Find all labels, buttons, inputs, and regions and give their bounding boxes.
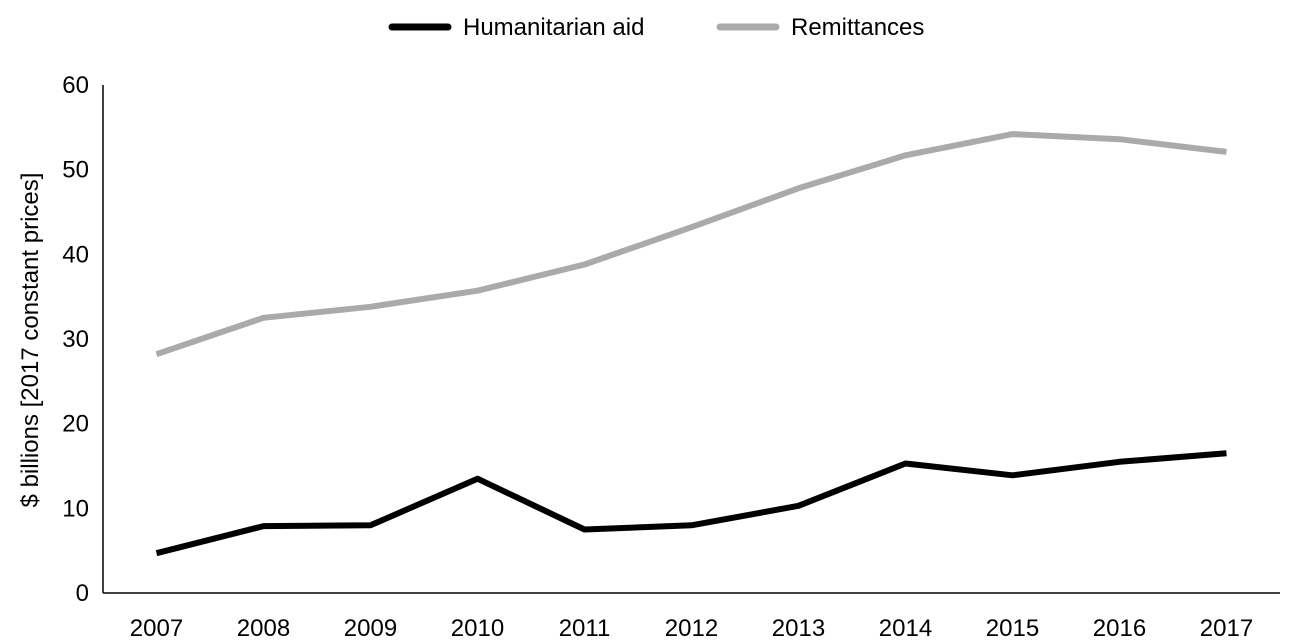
legend-label: Remittances [791, 14, 924, 41]
x-tick-label: 2016 [1093, 615, 1146, 642]
x-tick-label: 2010 [451, 615, 504, 642]
y-tick-label: 50 [62, 157, 89, 184]
y-tick-label: 60 [62, 72, 89, 99]
y-axis-ticks: 0 10 20 30 40 50 60 [62, 72, 89, 607]
series-lines [157, 134, 1227, 553]
series-line-humanitarian-aid [157, 453, 1227, 553]
x-tick-label: 2008 [237, 615, 290, 642]
x-tick-label: 2014 [879, 615, 932, 642]
x-tick-label: 2017 [1200, 615, 1253, 642]
y-tick-label: 20 [62, 411, 89, 438]
x-tick-label: 2009 [344, 615, 397, 642]
y-tick-label: 0 [76, 580, 89, 607]
series-line-remittances [157, 134, 1227, 354]
y-axis-title: $ billions [2017 constant prices] [17, 173, 44, 508]
y-tick-label: 30 [62, 326, 89, 353]
y-tick-label: 40 [62, 241, 89, 268]
legend-label: Humanitarian aid [463, 14, 644, 41]
x-tick-label: 2013 [772, 615, 825, 642]
x-axis-ticks: 2007 2008 2009 2010 2011 2012 2013 2014 2015 2016… [130, 615, 1253, 642]
y-tick-label: 10 [62, 495, 89, 522]
x-tick-label: 2015 [986, 615, 1039, 642]
x-tick-label: 2012 [665, 615, 718, 642]
x-tick-label: 2011 [559, 615, 611, 642]
x-tick-label: 2007 [130, 615, 183, 642]
legend: Humanitarian aid Remittances [392, 14, 924, 41]
